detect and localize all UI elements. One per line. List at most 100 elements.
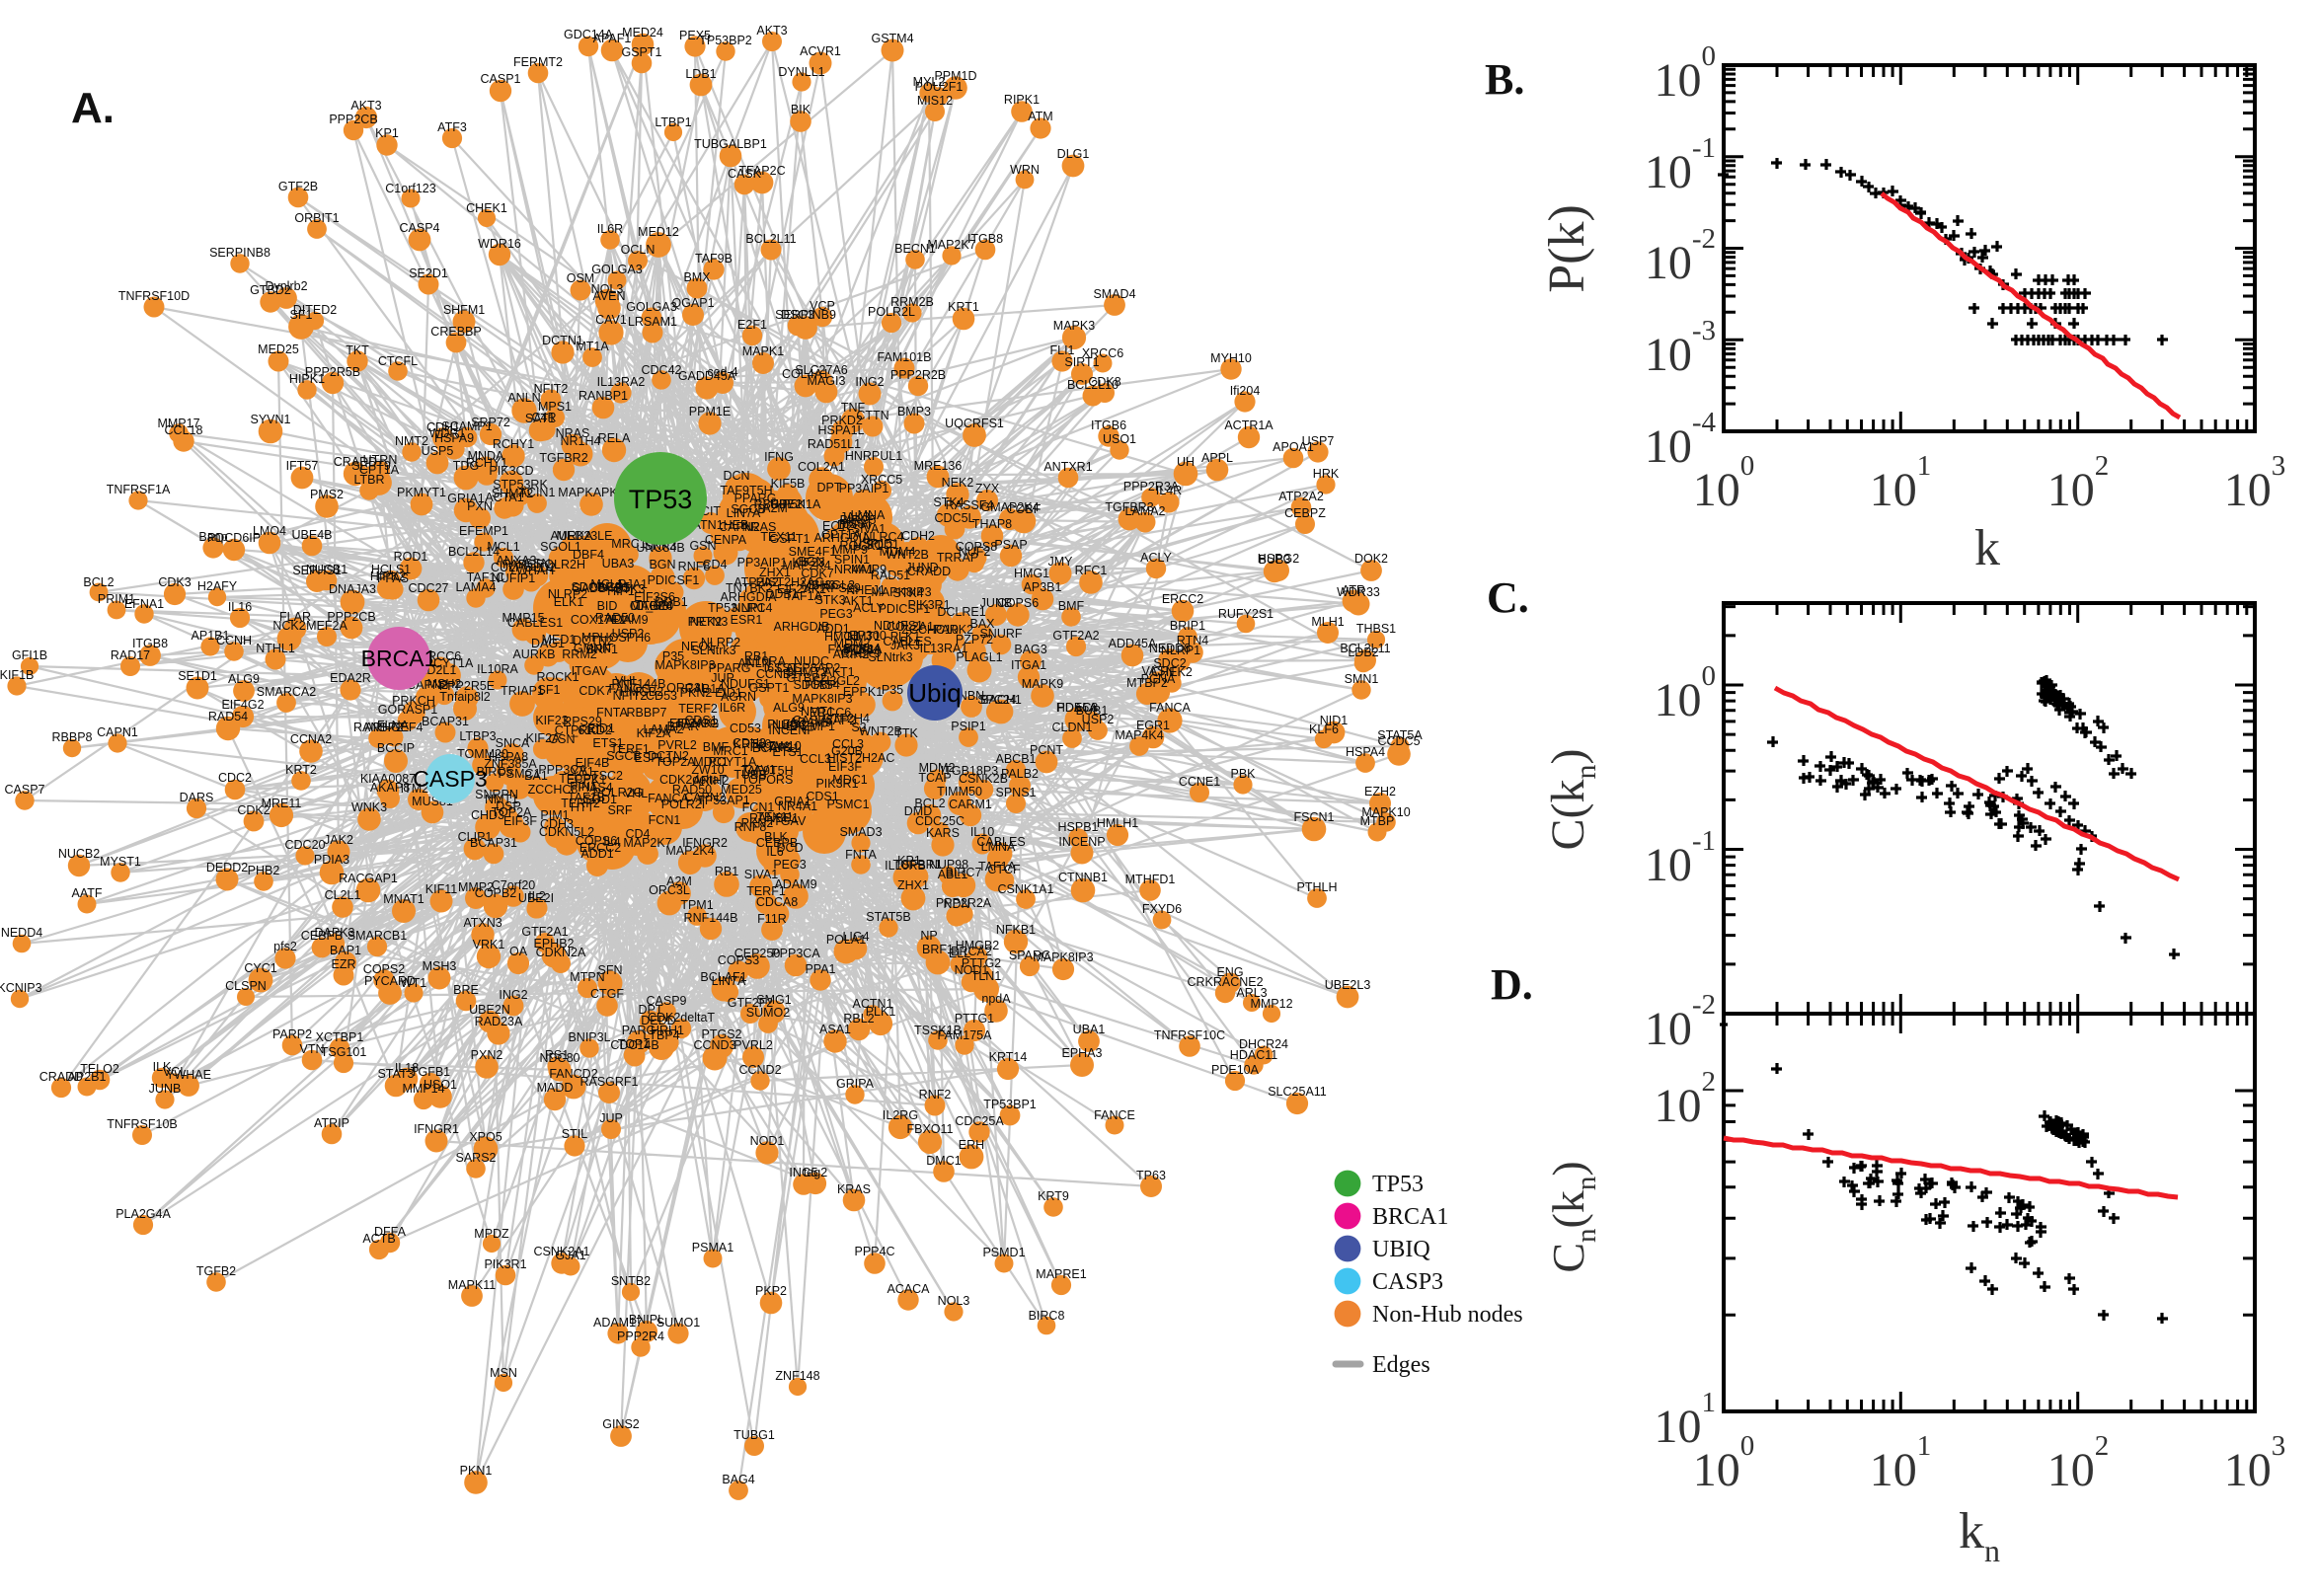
svg-text:Non-Hub nodes: Non-Hub nodes: [1372, 1302, 1523, 1328]
svg-text:IL2: IL2: [528, 889, 545, 903]
svg-text:GRIA1: GRIA1: [447, 492, 485, 505]
svg-text:NEK2: NEK2: [942, 476, 974, 490]
svg-text:H2AFY: H2AFY: [197, 579, 238, 593]
svg-text:LTBP3: LTBP3: [459, 729, 496, 743]
svg-text:SPC24: SPC24: [977, 693, 1017, 707]
svg-text:EPPK1: EPPK1: [567, 773, 606, 787]
svg-text:HSPB1: HSPB1: [1058, 820, 1099, 834]
svg-text:INCENP: INCENP: [1058, 835, 1105, 849]
svg-text:GJA1: GJA1: [555, 1249, 585, 1262]
svg-text:ERCC2: ERCC2: [1162, 592, 1203, 606]
svg-text:LMNA: LMNA: [981, 840, 1016, 854]
svg-text:CASP3: CASP3: [413, 766, 487, 792]
svg-text:QGAP1: QGAP1: [671, 296, 714, 310]
svg-text:YWHAE: YWHAE: [166, 1068, 211, 1082]
svg-text:F11R: F11R: [757, 912, 787, 926]
svg-text:FANCD2: FANCD2: [549, 1067, 597, 1081]
svg-text:SMAD3: SMAD3: [839, 825, 882, 839]
svg-text:NMT2: NMT2: [395, 434, 428, 448]
svg-text:PRTN3: PRTN3: [688, 615, 729, 629]
svg-text:KP1: KP1: [375, 126, 399, 140]
svg-text:ERH: ERH: [959, 1138, 984, 1152]
svg-text:MMP9: MMP9: [851, 563, 887, 576]
svg-text:EPHA3: EPHA3: [1062, 1046, 1103, 1060]
svg-text:FSCN1: FSCN1: [1294, 810, 1335, 824]
svg-text:SE2D1: SE2D1: [409, 266, 448, 280]
svg-text:KRT10: KRT10: [733, 737, 772, 751]
svg-text:NRAS: NRAS: [742, 520, 777, 534]
svg-text:TRIAP1: TRIAP1: [501, 684, 544, 698]
svg-text:TIMM50: TIMM50: [937, 785, 982, 798]
svg-text:ITGB8: ITGB8: [132, 637, 168, 650]
svg-text:MRC1: MRC1: [713, 744, 747, 758]
svg-text:CCND3: CCND3: [693, 1038, 735, 1052]
svg-text:TAF1C: TAF1C: [467, 570, 505, 584]
svg-text:CABLES1: CABLES1: [507, 616, 563, 630]
svg-text:DEDD: DEDD: [641, 1014, 675, 1027]
svg-text:MTHFD1: MTHFD1: [1125, 873, 1176, 886]
svg-text:SYVN1: SYVN1: [251, 413, 291, 426]
svg-text:WDR1: WDR1: [429, 426, 466, 440]
svg-text:PEG3: PEG3: [773, 858, 806, 872]
svg-text:GADD45G: GADD45G: [572, 581, 631, 595]
svg-text:KIAA0087: KIAA0087: [360, 772, 416, 786]
svg-text:YWHAH: YWHAH: [508, 564, 555, 577]
svg-text:LIN7A: LIN7A: [712, 974, 746, 988]
svg-text:ACLY: ACLY: [853, 601, 885, 615]
svg-text:SGCB: SGCB: [606, 749, 641, 763]
svg-text:CULPOLD2: CULPOLD2: [491, 561, 556, 574]
svg-text:MAPK1: MAPK1: [742, 344, 784, 358]
svg-text:OA: OA: [509, 945, 528, 958]
svg-text:MMP14: MMP14: [402, 1082, 444, 1096]
svg-text:TCAP: TCAP: [918, 771, 951, 785]
svg-text:BMF: BMF: [703, 740, 730, 754]
svg-text:VRK1: VRK1: [473, 938, 505, 951]
svg-text:PKP2: PKP2: [755, 1284, 787, 1298]
svg-text:CDC25A: CDC25A: [955, 1114, 1004, 1128]
svg-text:TGFB1: TGFB1: [411, 1065, 450, 1079]
svg-text:CD53: CD53: [730, 722, 761, 735]
svg-text:ZNF385A: ZNF385A: [484, 757, 537, 771]
svg-text:PARC: PARC: [502, 558, 536, 571]
svg-text:GRIPA: GRIPA: [836, 1077, 875, 1091]
svg-text:NEDD8: NEDD8: [1149, 642, 1191, 655]
svg-text:DLG1: DLG1: [1057, 147, 1090, 161]
svg-text:LRSAM1: LRSAM1: [628, 315, 677, 329]
svg-text:ZHX1: ZHX1: [897, 878, 929, 892]
svg-text:CDKN5L2: CDKN5L2: [539, 825, 594, 839]
svg-text:USP5: USP5: [422, 444, 454, 458]
svg-text:PPP2R5B: PPP2R5B: [305, 365, 360, 379]
svg-text:BIK: BIK: [791, 103, 811, 116]
svg-text:EP300: EP300: [849, 629, 887, 643]
svg-text:RANBP1: RANBP1: [749, 811, 799, 825]
svg-text:I6SST: I6SST: [764, 661, 799, 675]
svg-text:MRE136: MRE136: [914, 459, 963, 473]
svg-text:ACVR1: ACVR1: [800, 44, 841, 58]
svg-text:NFIT2: NFIT2: [534, 382, 569, 396]
svg-text:TP53AP1: TP53AP1: [697, 794, 750, 807]
svg-text:LDB1: LDB1: [685, 67, 716, 81]
svg-text:BCCIP: BCCIP: [377, 741, 415, 755]
svg-text:DDB1: DDB1: [655, 595, 687, 609]
svg-text:HRH1: HRH1: [651, 1024, 684, 1037]
svg-text:NOD1: NOD1: [955, 963, 989, 977]
svg-text:NHEJ1: NHEJ1: [846, 583, 886, 597]
svg-text:IL10RB: IL10RB: [885, 859, 926, 873]
svg-text:TOP2A: TOP2A: [492, 805, 532, 819]
svg-text:APPL: APPL: [1201, 451, 1233, 465]
svg-text:TAF1A: TAF1A: [785, 589, 823, 603]
svg-text:ANXA3: ANXA3: [497, 554, 537, 568]
svg-text:XCTBP1: XCTBP1: [316, 1030, 364, 1044]
svg-text:POLR2L: POLR2L: [868, 305, 915, 319]
svg-text:ORC3L: ORC3L: [649, 883, 690, 897]
svg-text:KIF5B: KIF5B: [771, 477, 806, 491]
svg-text:TSG101: TSG101: [321, 1045, 367, 1059]
svg-text:PPP2R2A: PPP2R2A: [936, 896, 992, 910]
svg-text:TP53INP1: TP53INP1: [708, 601, 765, 615]
svg-text:PMS2: PMS2: [310, 488, 344, 501]
svg-text:RRM2: RRM2: [562, 647, 596, 661]
svg-text:COL4A1: COL4A1: [782, 367, 829, 381]
svg-text:CHEK1: CHEK1: [466, 201, 507, 215]
svg-text:HTT: HTT: [571, 800, 595, 814]
svg-text:MAPK10: MAPK10: [1361, 805, 1410, 819]
